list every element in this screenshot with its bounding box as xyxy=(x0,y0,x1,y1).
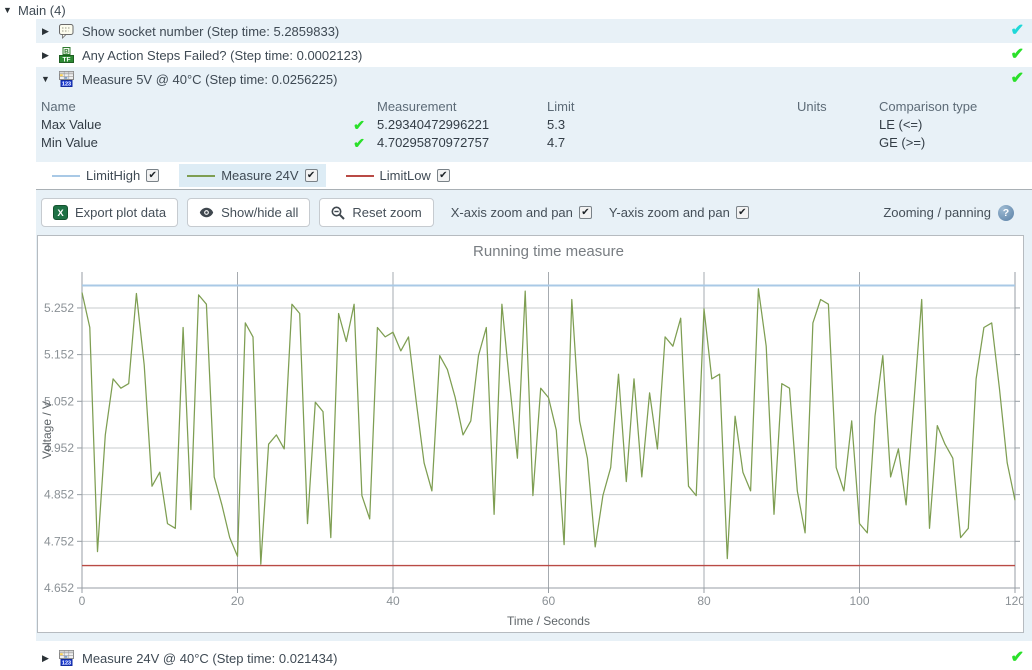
measurement-value: 4.70295870972757 xyxy=(377,135,490,150)
reset-zoom-button[interactable]: Reset zoom xyxy=(319,198,434,227)
svg-text:123: 123 xyxy=(62,660,71,666)
results-table: Name Measurement Limit Units Comparison … xyxy=(36,91,1032,162)
running-time-measure-chart[interactable]: 4.652 4.752 4.852 4.952 5.052 5.152 5.252 0 20 40… xyxy=(37,235,1025,633)
measurement-value: 5.29340472996221 xyxy=(377,117,490,132)
zoom-help: Zooming / panning ? xyxy=(883,204,1022,221)
step-row-measure-5v[interactable]: ▼ 123 Measure 5V @ 40°C (Step time: 0.02… xyxy=(36,67,1032,91)
pass-check-icon: ✔ xyxy=(353,135,365,151)
comparison-value: GE (>=) xyxy=(879,135,926,150)
expanded-triangle-icon: ▼ xyxy=(41,74,50,84)
step-label: Show socket number (Step time: 5.2859833… xyxy=(82,23,340,39)
legend-line-swatch xyxy=(187,174,216,177)
main-sequence-title: Main (4) xyxy=(18,2,66,18)
units-value xyxy=(797,134,879,152)
svg-text:X: X xyxy=(57,208,64,219)
legend-item-limitlow[interactable]: LimitLow ✔ xyxy=(338,164,458,187)
svg-text:Running time measure: Running time measure xyxy=(473,243,624,260)
zoom-help-label: Zooming / panning xyxy=(883,205,991,220)
step-status-check-icon: ✔ xyxy=(1010,46,1024,63)
y-axis-zoom-label: Y-axis zoom and pan xyxy=(608,205,730,220)
svg-text:4.752: 4.752 xyxy=(44,534,74,548)
legend-item-measure-24v[interactable]: Measure 24V ✔ xyxy=(179,164,326,187)
svg-text:123: 123 xyxy=(62,81,71,87)
column-header-limit: Limit xyxy=(547,99,575,114)
legend-label: LimitLow xyxy=(379,168,431,183)
collapsed-triangle-icon: ▶ xyxy=(42,49,49,60)
chart-plot-area[interactable]: 4.652 4.752 4.852 4.952 5.052 5.152 5.252 0 20 40… xyxy=(38,236,1025,632)
limit-value: 4.7 xyxy=(547,135,566,150)
numeric-test-icon: 123 xyxy=(59,650,74,666)
collapsed-triangle-icon: ▶ xyxy=(42,25,49,36)
step-status-check-icon: ✔ xyxy=(1010,649,1024,666)
measurement-name: Min Value xyxy=(41,135,98,150)
chart-toolbar: X Export plot data Show/hide all Reset z… xyxy=(36,190,1032,235)
svg-text:60: 60 xyxy=(542,594,556,608)
svg-text:4.852: 4.852 xyxy=(44,488,74,502)
chart-legend-bar: LimitHigh ✔ Measure 24V ✔ LimitLow ✔ xyxy=(36,162,1032,190)
column-header-units: Units xyxy=(797,99,827,114)
legend-checkbox[interactable]: ✔ xyxy=(436,169,450,182)
units-value xyxy=(797,116,879,134)
column-header-name: Name xyxy=(41,99,76,114)
collapsed-triangle-icon: ▶ xyxy=(42,652,49,663)
boolean-test-icon: B TF xyxy=(59,47,74,63)
x-axis-zoom-label: X-axis zoom and pan xyxy=(450,205,573,220)
limit-value: 5.3 xyxy=(547,117,566,132)
eye-icon xyxy=(199,207,214,218)
svg-text:20: 20 xyxy=(231,594,245,608)
help-icon[interactable]: ? xyxy=(998,204,1014,221)
y-axis-zoom-toggle[interactable]: Y-axis zoom and pan ✔ xyxy=(609,205,749,220)
step-row-measure-24v[interactable]: ▶ 123 Measure 24V @ 40°C (Step time: 0.0… xyxy=(36,646,1032,670)
svg-text:100: 100 xyxy=(849,594,869,608)
svg-text:5.052: 5.052 xyxy=(44,394,74,408)
column-header-comparison-type: Comparison type xyxy=(879,99,978,114)
step-row-any-action-steps-failed[interactable]: ▶ B TF Any Action Steps Failed? (Step ti… xyxy=(36,43,1032,67)
svg-text:120: 120 xyxy=(1005,594,1023,608)
x-axis-zoom-toggle[interactable]: X-axis zoom and pan ✔ xyxy=(451,205,592,220)
legend-label: LimitHigh xyxy=(86,168,141,183)
step-label: Any Action Steps Failed? (Step time: 0.0… xyxy=(82,47,363,63)
excel-icon: X xyxy=(53,205,68,220)
legend-line-swatch xyxy=(52,174,80,177)
x-axis-zoom-checkbox[interactable]: ✔ xyxy=(578,206,592,219)
svg-text:4.652: 4.652 xyxy=(44,581,74,595)
step-label: Measure 24V @ 40°C (Step time: 0.021434) xyxy=(82,650,338,666)
svg-text:B: B xyxy=(64,48,69,55)
measurement-name: Max Value xyxy=(41,117,102,132)
step-status-check-icon: ✔ xyxy=(1010,22,1024,39)
legend-checkbox[interactable]: ✔ xyxy=(304,169,318,182)
legend-checkbox[interactable]: ✔ xyxy=(146,169,160,182)
svg-text:TF: TF xyxy=(63,56,71,63)
export-plot-data-button[interactable]: X Export plot data xyxy=(41,198,179,227)
legend-line-swatch xyxy=(345,174,374,177)
pass-check-icon: ✔ xyxy=(353,117,365,133)
svg-text:40: 40 xyxy=(386,594,400,608)
svg-text:4.952: 4.952 xyxy=(44,441,74,455)
show-hide-all-button[interactable]: Show/hide all xyxy=(187,198,311,227)
y-axis-zoom-checkbox[interactable]: ✔ xyxy=(735,206,749,219)
numeric-test-icon: 123 xyxy=(59,71,74,87)
step-row-show-socket-number[interactable]: ▶ Show socket number (Step time: 5.28598… xyxy=(36,19,1032,43)
message-popup-icon xyxy=(59,24,74,39)
svg-text:80: 80 xyxy=(697,594,711,608)
svg-text:0: 0 xyxy=(79,594,86,608)
svg-text:Voltage / V: Voltage / V xyxy=(40,401,54,459)
expanded-triangle-icon: ▼ xyxy=(3,5,12,15)
svg-text:5.152: 5.152 xyxy=(44,348,74,362)
step-status-check-icon: ✔ xyxy=(1010,70,1024,87)
zoom-out-icon xyxy=(331,206,346,220)
svg-text:5.252: 5.252 xyxy=(44,301,74,315)
legend-label: Measure 24V xyxy=(221,168,299,183)
comparison-value: LE (<=) xyxy=(879,117,923,132)
step-label: Measure 5V @ 40°C (Step time: 0.0256225) xyxy=(82,71,338,87)
svg-text:Time / Seconds: Time / Seconds xyxy=(507,614,590,628)
main-sequence-header[interactable]: ▼ Main (4) xyxy=(0,0,1032,19)
legend-item-limithigh[interactable]: LimitHigh ✔ xyxy=(44,164,167,187)
step-detail-panel: Name Measurement Limit Units Comparison … xyxy=(36,91,1032,641)
column-header-measurement: Measurement xyxy=(377,99,457,114)
